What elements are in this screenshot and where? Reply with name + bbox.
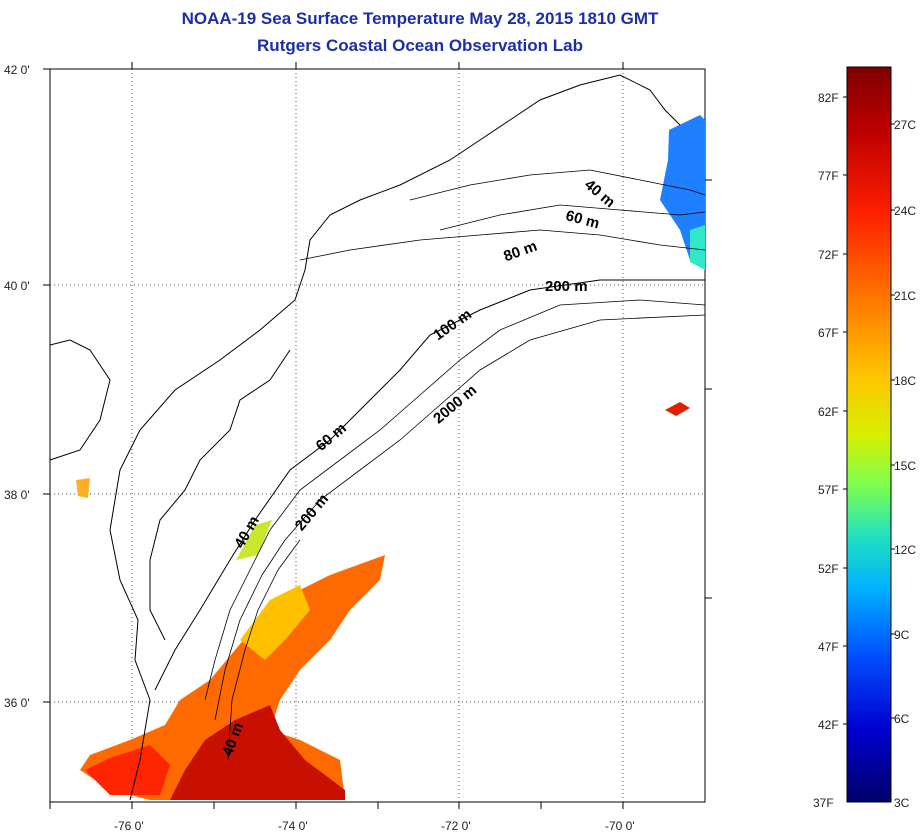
sst-patch-green: [236, 520, 272, 560]
cb-f-52: 52F: [818, 562, 839, 576]
lon-label-72: -72 0': [441, 819, 471, 832]
lat-label-42: 42 0': [4, 63, 30, 77]
cb-c-15: 15C: [894, 459, 916, 473]
cb-c-21: 21C: [894, 289, 916, 303]
map-frame: [49, 68, 706, 803]
sst-hot-region-2: [85, 745, 170, 795]
sst-hot-region: [170, 705, 345, 800]
sst-bay-patch: [76, 478, 90, 498]
bathymetry-contours: [204, 169, 706, 761]
cb-c-24: 24C: [894, 204, 916, 218]
cb-f-67: 67F: [818, 326, 839, 340]
cb-c-27: 27C: [894, 118, 916, 132]
sst-eddy-patch: [665, 402, 690, 416]
lon-label-76: -76 0': [114, 819, 144, 832]
cb-f-62: 62F: [818, 405, 839, 419]
lon-label-74: -74 0': [278, 819, 308, 832]
cb-c-6: 6C: [894, 712, 910, 726]
cb-f-42: 42F: [818, 718, 839, 732]
sst-cold-edge: [690, 225, 705, 270]
map-subtitle: Rutgers Coastal Ocean Observation Lab: [257, 36, 583, 55]
sst-data-layer: [76, 115, 705, 800]
map-title: NOAA-19 Sea Surface Temperature May 28, …: [181, 9, 659, 28]
sst-shelf-region: [240, 585, 310, 660]
sst-warm-region: [80, 555, 385, 800]
cb-c-3: 3C: [894, 796, 910, 810]
lon-label-70: -70 0': [605, 819, 635, 832]
lat-label-36: 36 0': [4, 696, 30, 710]
lat-label-38: 38 0': [4, 488, 30, 502]
cb-f-82: 82F: [818, 91, 839, 105]
cb-f-57: 57F: [818, 483, 839, 497]
colorbar: [846, 66, 892, 803]
colorbar-ticks: [843, 96, 895, 725]
cb-c-18: 18C: [894, 374, 916, 388]
lat-label-40: 40 0': [4, 279, 30, 293]
cb-f-72: 72F: [818, 248, 839, 262]
contour-label-200m-north: 200 m: [545, 278, 588, 295]
coastline: [49, 74, 705, 801]
cb-c-9: 9C: [894, 628, 910, 642]
cb-f-47: 47F: [818, 640, 839, 654]
cb-f-37: 37F: [813, 796, 834, 810]
cb-f-77: 77F: [818, 169, 839, 183]
axis-ticks: [43, 62, 712, 809]
cb-c-12: 12C: [894, 543, 916, 557]
